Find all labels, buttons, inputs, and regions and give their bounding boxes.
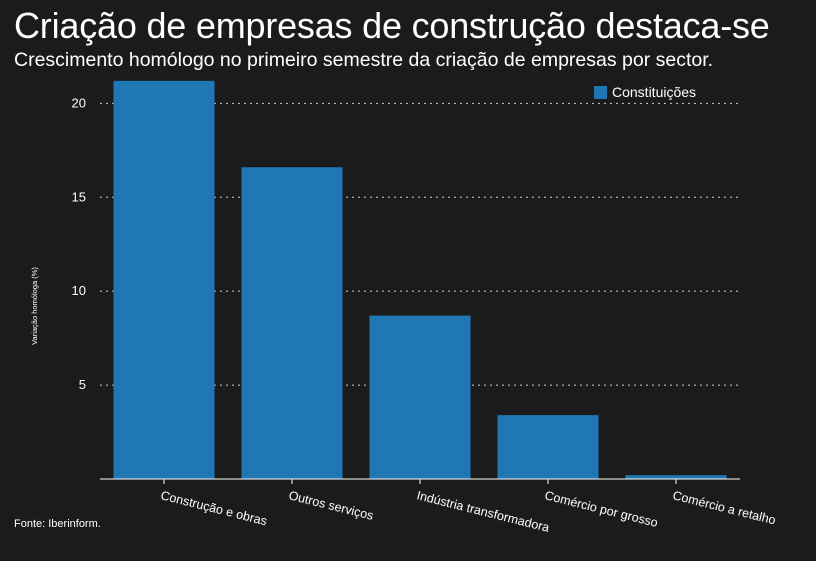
- x-tick-label: Comércio a retalho: [671, 488, 777, 527]
- x-tick-label: Comércio por grosso: [543, 488, 659, 530]
- x-tick-label: Outros serviços: [287, 488, 375, 523]
- y-tick-label: 5: [79, 377, 86, 392]
- bar: [113, 80, 215, 480]
- chart-subtitle: Crescimento homólogo no primeiro semestr…: [14, 49, 714, 71]
- bar: [241, 167, 343, 480]
- source-note: Fonte: Iberinform.: [14, 518, 101, 530]
- bar: [625, 475, 727, 479]
- x-tick-label: Indústria transformadora: [415, 488, 551, 535]
- legend: Constituições: [594, 84, 696, 100]
- y-tick-label: 15: [72, 189, 86, 204]
- bar: [497, 415, 599, 479]
- y-tick-label: 20: [72, 95, 86, 110]
- chart-title: Criação de empresas de construção destac…: [14, 5, 770, 46]
- legend-label: Constituições: [612, 84, 697, 100]
- y-axis-title: Variação homóloga (%): [30, 267, 39, 345]
- y-tick-label: 10: [72, 283, 86, 298]
- legend-swatch: [594, 85, 607, 99]
- x-tick-label: Construção e obras: [159, 488, 268, 528]
- bar: [369, 315, 471, 479]
